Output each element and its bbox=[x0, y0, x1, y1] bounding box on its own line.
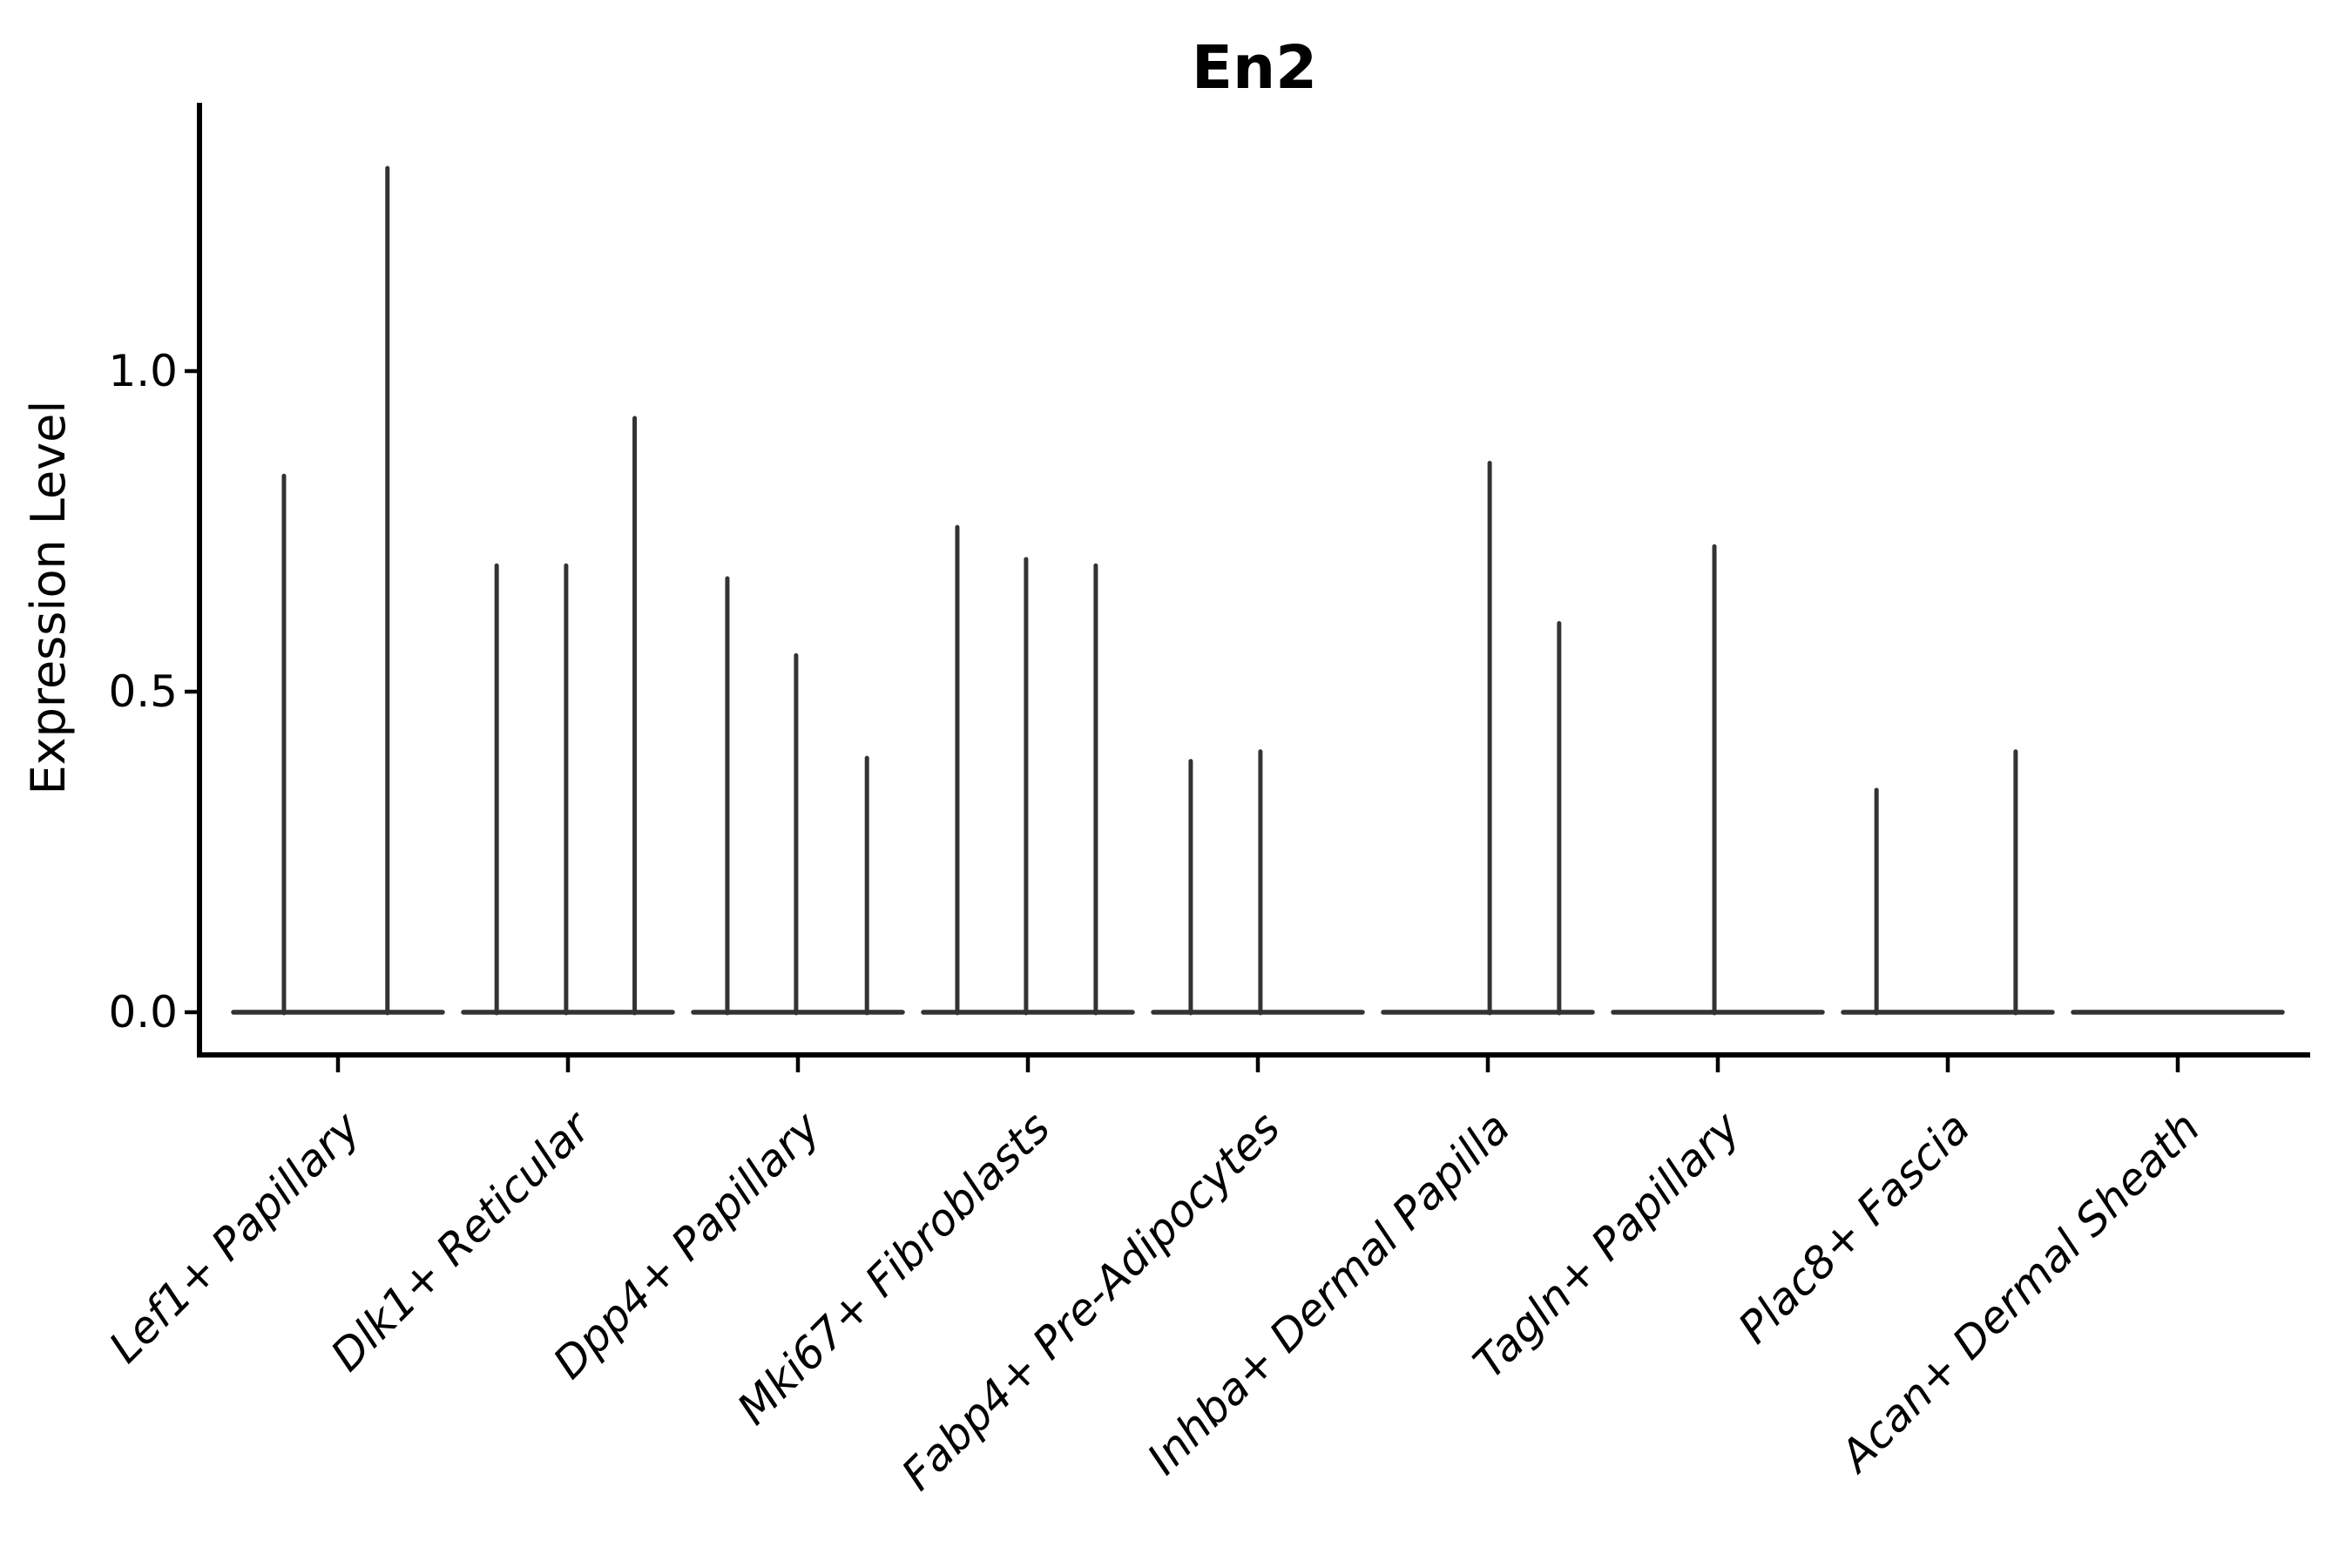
y-axis-label: Expression Level bbox=[21, 401, 76, 795]
violins bbox=[231, 166, 2285, 1016]
x-tick-label: Plac8+ Fascia bbox=[1729, 1102, 1980, 1353]
violin bbox=[1381, 461, 1595, 1016]
violin bbox=[231, 166, 445, 1016]
x-tick-label: Inhba+ Dermal Papilla bbox=[1138, 1102, 1519, 1484]
violin bbox=[1151, 749, 1365, 1016]
violin bbox=[461, 416, 675, 1016]
plot-title: En2 bbox=[1192, 33, 1317, 103]
x-tick-label: Fabp4+ Pre-Adipocytes bbox=[892, 1102, 1290, 1500]
x-tick-label: Lef1+ Papillary bbox=[99, 1101, 370, 1372]
violin bbox=[691, 576, 905, 1016]
y-tick-label: 0.0 bbox=[108, 987, 178, 1037]
y-tick-label: 0.5 bbox=[108, 666, 178, 717]
violin bbox=[921, 524, 1135, 1016]
y-tick-label: 1.0 bbox=[108, 346, 178, 396]
axes-spines bbox=[197, 103, 2310, 1058]
violin bbox=[1841, 749, 2055, 1016]
y-axis: 0.0 0.5 1.0 bbox=[108, 346, 197, 1037]
violin bbox=[1611, 544, 1825, 1016]
